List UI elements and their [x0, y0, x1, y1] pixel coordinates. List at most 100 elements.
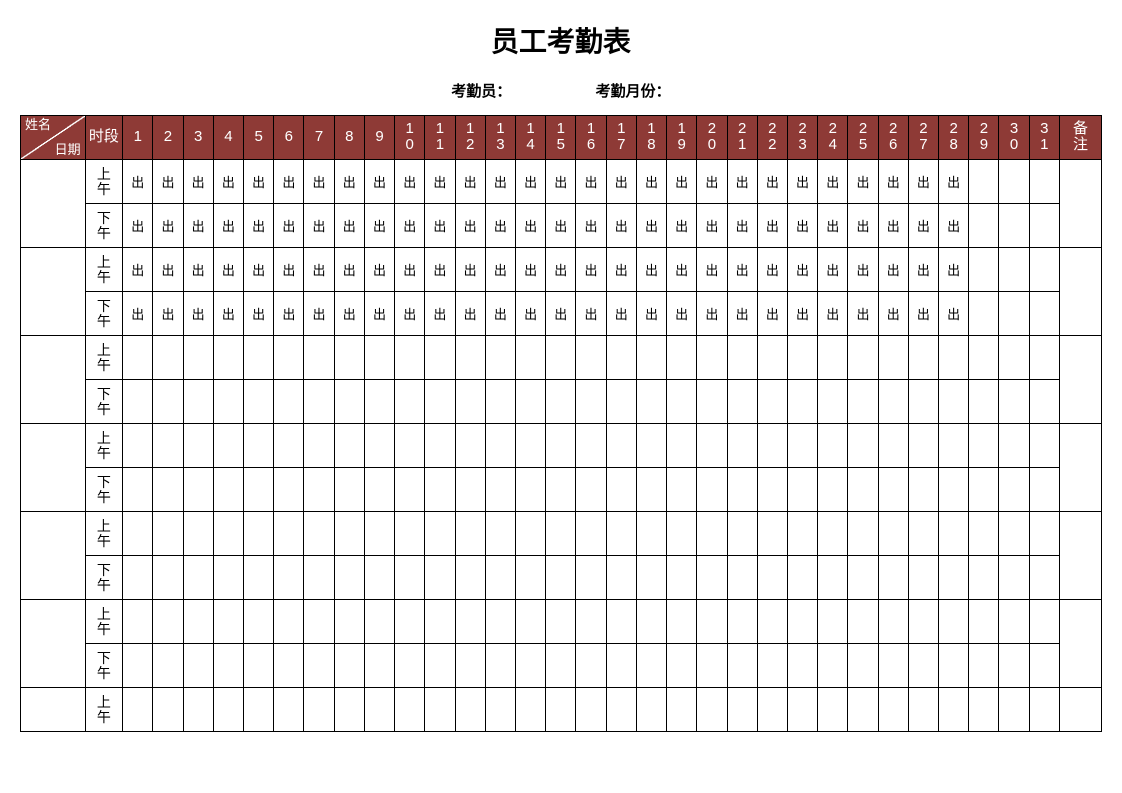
- attendance-cell: 出: [153, 248, 183, 292]
- attendance-cell: 出: [878, 292, 908, 336]
- attendance-cell: 出: [364, 204, 394, 248]
- attendance-cell: 出: [787, 160, 817, 204]
- attendance-cell: [727, 468, 757, 512]
- attendance-cell: 出: [576, 160, 606, 204]
- attendance-cell: [334, 424, 364, 468]
- attendance-cell: [123, 380, 153, 424]
- attendance-cell: [908, 556, 938, 600]
- attendance-cell: [364, 512, 394, 556]
- attendance-cell: [878, 644, 908, 688]
- attendance-cell: 出: [576, 204, 606, 248]
- header-row: 姓名 日期 时段 1234567891011121314151617181920…: [21, 116, 1102, 160]
- attendance-cell: [999, 292, 1029, 336]
- attendance-cell: [515, 644, 545, 688]
- attendance-cell: 出: [304, 248, 334, 292]
- attendance-cell: 出: [667, 204, 697, 248]
- attendance-cell: [304, 468, 334, 512]
- attendance-cell: [395, 512, 425, 556]
- attendance-cell: 出: [123, 160, 153, 204]
- attendance-cell: 出: [364, 160, 394, 204]
- attendance-cell: [304, 644, 334, 688]
- attendance-cell: 出: [606, 248, 636, 292]
- attendance-cell: 出: [425, 160, 455, 204]
- table-row: 上午: [21, 600, 1102, 644]
- attendance-cell: 出: [515, 248, 545, 292]
- attendance-cell: 出: [576, 248, 606, 292]
- attendance-cell: [727, 512, 757, 556]
- attendance-cell: 出: [123, 292, 153, 336]
- period-am: 上午: [85, 248, 123, 292]
- attendance-cell: [153, 556, 183, 600]
- attendance-cell: 出: [939, 160, 969, 204]
- attendance-cell: [969, 248, 999, 292]
- attendance-cell: 出: [395, 292, 425, 336]
- header-day-8: 8: [334, 116, 364, 160]
- attendance-cell: 出: [546, 292, 576, 336]
- attendance-cell: [818, 380, 848, 424]
- attendance-cell: [818, 512, 848, 556]
- attendance-cell: [455, 644, 485, 688]
- attendance-cell: [969, 160, 999, 204]
- header-day-30: 30: [999, 116, 1029, 160]
- attendance-cell: [878, 424, 908, 468]
- attendance-cell: [274, 380, 304, 424]
- attendance-cell: [818, 688, 848, 732]
- attendance-cell: [485, 600, 515, 644]
- header-day-12: 12: [455, 116, 485, 160]
- attendance-cell: [334, 644, 364, 688]
- remark-cell: [1059, 248, 1101, 336]
- attendance-cell: [364, 380, 394, 424]
- attendance-cell: [244, 688, 274, 732]
- remark-cell: [1059, 688, 1101, 732]
- attendance-cell: [848, 556, 878, 600]
- attendance-cell: [395, 468, 425, 512]
- attendance-cell: [727, 600, 757, 644]
- attendance-cell: [123, 688, 153, 732]
- attendance-cell: [787, 556, 817, 600]
- header-day-5: 5: [244, 116, 274, 160]
- attendance-cell: [606, 600, 636, 644]
- attendance-cell: 出: [908, 160, 938, 204]
- attendance-cell: [1029, 292, 1059, 336]
- header-day-21: 21: [727, 116, 757, 160]
- attendance-cell: [606, 644, 636, 688]
- attendance-cell: 出: [274, 248, 304, 292]
- attendance-cell: [395, 644, 425, 688]
- attendance-cell: [334, 600, 364, 644]
- attendance-cell: [244, 556, 274, 600]
- attendance-cell: [818, 424, 848, 468]
- attendance-cell: [213, 512, 243, 556]
- attendance-cell: [123, 424, 153, 468]
- attendance-cell: [1029, 248, 1059, 292]
- table-row: 上午出出出出出出出出出出出出出出出出出出出出出出出出出出出出: [21, 160, 1102, 204]
- attendance-cell: 出: [636, 204, 666, 248]
- attendance-cell: [576, 688, 606, 732]
- attendance-cell: [455, 336, 485, 380]
- attendance-cell: 出: [818, 248, 848, 292]
- header-day-28: 28: [939, 116, 969, 160]
- attendance-cell: [848, 644, 878, 688]
- remark-cell: [1059, 160, 1101, 248]
- attendance-cell: [667, 336, 697, 380]
- attendance-cell: 出: [606, 160, 636, 204]
- attendance-cell: [334, 556, 364, 600]
- attendance-cell: [123, 556, 153, 600]
- attendance-cell: 出: [878, 160, 908, 204]
- attendance-cell: [485, 644, 515, 688]
- attendance-cell: 出: [848, 248, 878, 292]
- attendance-cell: [667, 380, 697, 424]
- attendance-cell: 出: [485, 160, 515, 204]
- attendance-cell: 出: [515, 292, 545, 336]
- attendance-cell: [878, 556, 908, 600]
- header-day-14: 14: [515, 116, 545, 160]
- attendance-cell: [757, 380, 787, 424]
- attendance-cell: 出: [515, 204, 545, 248]
- attendance-cell: [818, 600, 848, 644]
- attendance-cell: [757, 600, 787, 644]
- attendance-cell: [576, 468, 606, 512]
- attendance-cell: [425, 380, 455, 424]
- attendance-cell: 出: [485, 204, 515, 248]
- period-pm: 下午: [85, 556, 123, 600]
- attendance-cell: [697, 380, 727, 424]
- attendance-cell: [183, 644, 213, 688]
